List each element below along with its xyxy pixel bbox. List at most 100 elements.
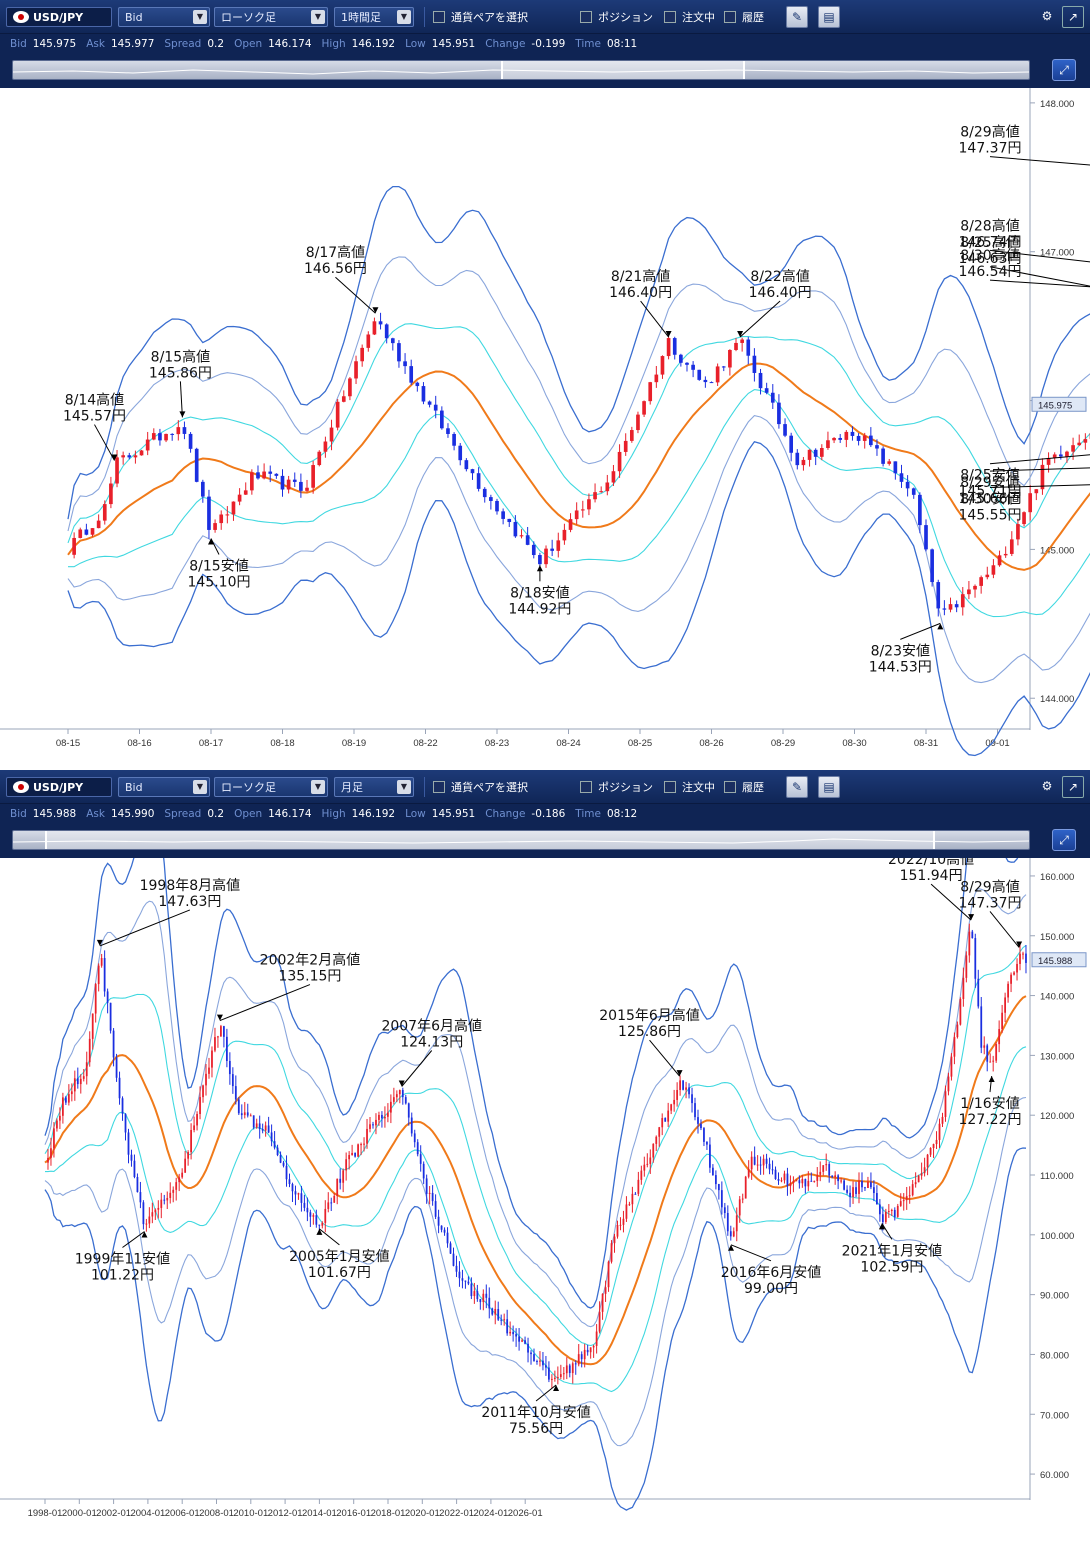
candle-body <box>926 1154 929 1168</box>
moving-average-line <box>67 362 1090 571</box>
checkbox-icon[interactable] <box>433 781 445 793</box>
candle-body <box>691 1094 693 1104</box>
zoom-fit-icon[interactable]: ⤢ <box>1052 829 1076 851</box>
popout-icon[interactable]: ↗ <box>1062 776 1084 798</box>
currency-pair-selector[interactable]: USD/JPY <box>6 7 112 27</box>
bollinger-band-3sigma-lower <box>67 440 1090 757</box>
candle-body <box>410 1117 413 1134</box>
monthly-candlestick-chart[interactable]: 160.000 150.000 140.000 130.000 120.000 110.0… <box>0 858 1090 1544</box>
candle-body <box>268 471 273 474</box>
candle-body <box>507 518 512 523</box>
y-tick-label: 120.000 <box>1040 1111 1074 1122</box>
checkbox-icon[interactable] <box>664 781 676 793</box>
checkbox-icon[interactable] <box>433 11 445 23</box>
candle-body <box>312 1215 315 1217</box>
annotation-title: 8/29安値 <box>960 475 1019 491</box>
candle-body <box>658 1127 661 1137</box>
candle-body <box>992 1060 995 1062</box>
history-toggle[interactable]: 履歴 <box>724 777 764 797</box>
candle-body <box>667 1110 670 1122</box>
orders-toggle[interactable]: 注文中 <box>664 7 715 27</box>
candle-body <box>930 549 934 583</box>
candle-body <box>672 338 677 355</box>
timeframe-select[interactable]: 1時間足 ▼ <box>334 7 414 27</box>
candle-body <box>240 1113 243 1116</box>
annotation-arrow <box>989 249 1090 263</box>
chart-type-select[interactable]: ローソク足 ▼ <box>214 777 328 797</box>
candle-body <box>243 1112 246 1116</box>
position-toggle[interactable]: ポジション <box>580 7 653 27</box>
bollinger-band-1sigma-lower <box>68 389 1090 618</box>
price-type-select[interactable]: Bid ▼ <box>118 777 210 797</box>
annotation-title: 8/29高値 <box>960 124 1019 141</box>
annotation-value: 145.10円 <box>188 575 251 591</box>
candle-body <box>512 1331 515 1335</box>
select-pair-toggle[interactable]: 通貨ペアを選択 <box>424 777 564 797</box>
candle-body <box>458 445 463 461</box>
candle-body <box>986 1045 989 1062</box>
candle-body <box>461 1278 464 1281</box>
candle-body <box>82 1076 85 1079</box>
candle-body <box>768 1163 771 1170</box>
candle-body <box>831 1175 834 1177</box>
chart-type-select[interactable]: ローソク足 ▼ <box>214 7 328 27</box>
navigator-scrollbar[interactable] <box>12 60 1030 80</box>
select-pair-toggle[interactable]: 通貨ペアを選択 <box>424 7 564 27</box>
drawing-tool-icon[interactable]: ✎ <box>786 6 808 28</box>
currency-pair-selector[interactable]: USD/JPY <box>6 777 112 797</box>
position-toggle[interactable]: ポジション <box>580 777 653 797</box>
zoom-fit-icon[interactable]: ⤢ <box>1052 59 1076 81</box>
bid-value: 145.975 <box>32 38 77 50</box>
checkbox-icon[interactable] <box>724 11 736 23</box>
hourly-candlestick-chart[interactable]: 148.000147.000146.000145.000144.00008-15… <box>0 88 1090 770</box>
gear-icon[interactable]: ⚙ <box>1041 779 1053 793</box>
history-label: 履歴 <box>742 11 764 24</box>
orders-toggle[interactable]: 注文中 <box>664 777 715 797</box>
price-type-select[interactable]: Bid ▼ <box>118 7 210 27</box>
candle-body <box>525 535 530 545</box>
candle-body <box>345 1159 348 1171</box>
candle-body <box>801 1179 804 1184</box>
candle-body <box>431 1192 434 1202</box>
candle-body <box>237 494 242 502</box>
candle-body <box>562 529 567 541</box>
ask-label: Ask <box>86 808 105 820</box>
us-jp-flag-icon <box>13 11 29 23</box>
candle-body <box>611 471 616 483</box>
annotation-value: 151.94円 <box>900 868 963 884</box>
candle-body <box>856 435 861 441</box>
checkbox-icon[interactable] <box>580 781 592 793</box>
low-value: 145.951 <box>431 38 476 50</box>
y-tick-label: 110.000 <box>1040 1171 1074 1182</box>
hourly-chart-panel: USD/JPY Bid ▼ ローソク足 ▼ 1時間足 ▼ 通貨ペアを選択 ポジシ… <box>0 0 1090 770</box>
checkbox-icon[interactable] <box>724 781 736 793</box>
checkbox-icon[interactable] <box>580 11 592 23</box>
candle-body <box>920 1173 923 1176</box>
checkbox-icon[interactable] <box>664 11 676 23</box>
candle-body <box>619 1224 622 1226</box>
candle-body <box>488 1297 491 1309</box>
candle-body <box>691 364 695 370</box>
navigator-window-handle[interactable] <box>45 831 935 849</box>
annotation-title: 8/15高値 <box>151 348 210 365</box>
y-tick-label: 80.000 <box>1040 1350 1069 1361</box>
candle-body <box>1016 963 1018 973</box>
us-jp-flag-icon <box>13 781 29 793</box>
drawing-tool-icon[interactable]: ✎ <box>786 776 808 798</box>
navigator-scrollbar[interactable] <box>12 830 1030 850</box>
candle-body <box>88 1038 91 1063</box>
popout-icon[interactable]: ↗ <box>1062 6 1084 28</box>
candle-body <box>280 475 285 490</box>
timeframe-select[interactable]: 月足 ▼ <box>334 777 414 797</box>
current-price-label: 145.988 <box>1038 956 1072 967</box>
gear-icon[interactable]: ⚙ <box>1041 9 1053 23</box>
candle-body <box>351 1152 354 1156</box>
indicator-panel-icon[interactable]: ▤ <box>818 6 840 28</box>
indicator-panel-icon[interactable]: ▤ <box>818 776 840 798</box>
ask-value: 145.977 <box>110 38 155 50</box>
y-tick-label: 70.000 <box>1040 1410 1069 1421</box>
navigator-window-handle[interactable] <box>501 61 745 79</box>
history-toggle[interactable]: 履歴 <box>724 7 764 27</box>
candle-body <box>756 1164 759 1166</box>
candle-body <box>832 437 836 441</box>
